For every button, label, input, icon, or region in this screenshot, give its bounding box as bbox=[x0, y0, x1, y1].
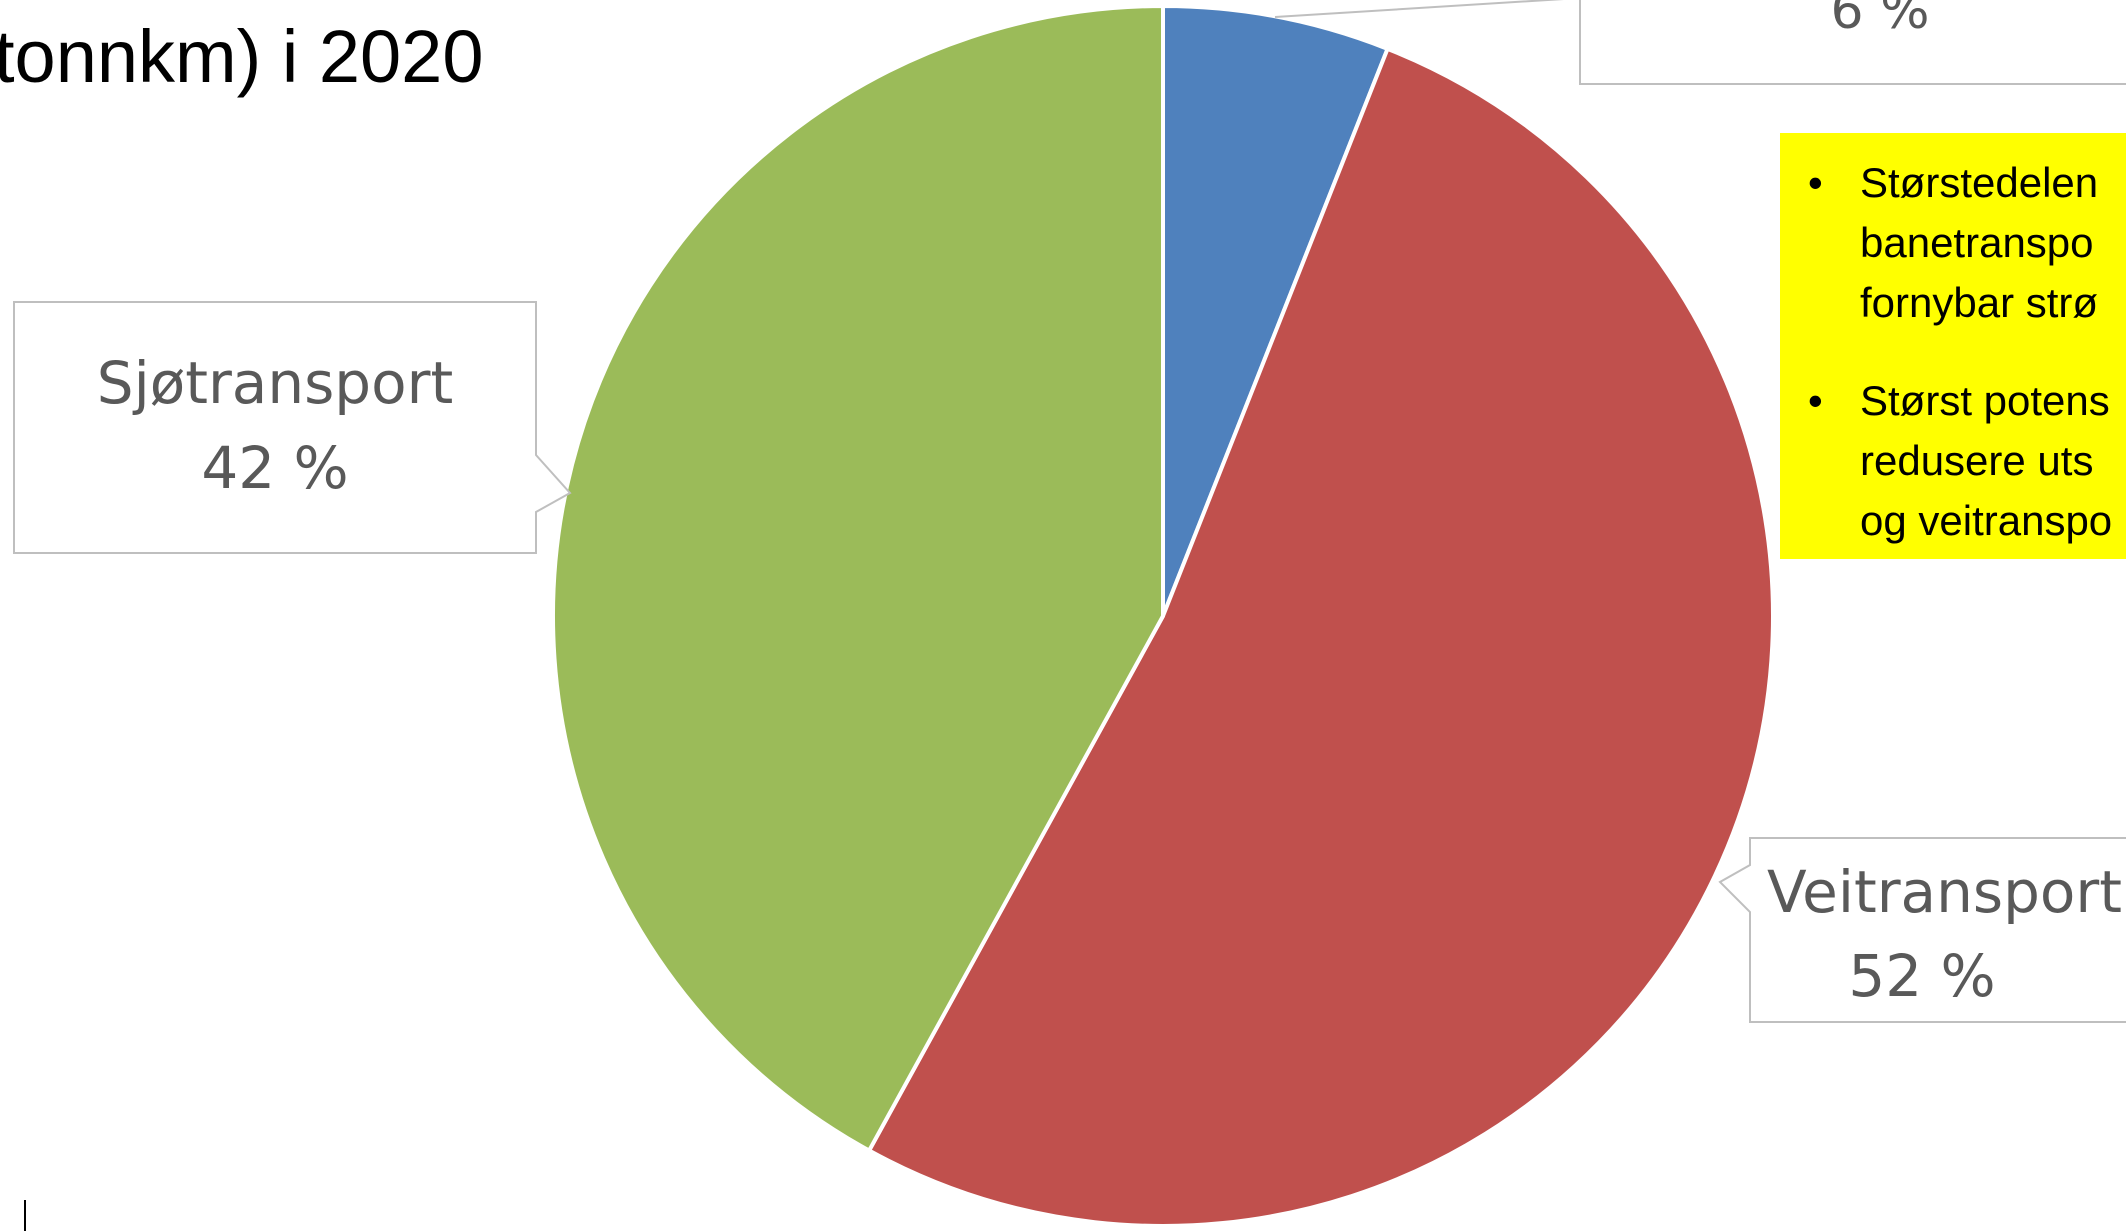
callout-box bbox=[13, 301, 572, 554]
bullet-dot: • bbox=[1808, 377, 1823, 424]
slice-name-label: Veitransport bbox=[1767, 858, 2122, 926]
divider bbox=[24, 1200, 26, 1231]
slice-percent-label: 42 % bbox=[201, 434, 348, 502]
pie-slice-veitransport bbox=[867, 46, 1775, 1228]
bullet-line: Størst potens bbox=[1860, 377, 2110, 424]
leader-line bbox=[1274, 0, 2126, 85]
slice-name-label: Sjøtransport bbox=[97, 349, 453, 417]
bullet-text: Størst potens redusere uts og veitranspo bbox=[1860, 371, 2126, 551]
bullet-line: banetranspo bbox=[1860, 219, 2094, 266]
bullet-dot: • bbox=[1808, 159, 1823, 206]
chart-title: tonnkm) i 2020 bbox=[0, 15, 484, 98]
callout-box bbox=[1718, 837, 2126, 1023]
slice-label-group-2: Veitransport 52 % bbox=[1718, 837, 2126, 1023]
bullet-text: Størstedelen banetranspo fornybar strø bbox=[1860, 153, 2126, 333]
bullet-line: redusere uts bbox=[1860, 437, 2094, 484]
slice-percent-label: 52 % bbox=[1848, 942, 1995, 1010]
highlight-note: • Størstedelen banetranspo fornybar strø • St… bbox=[1780, 133, 2126, 559]
pie-slice-sjøtransport bbox=[550, 4, 1165, 1153]
slice-label-group-1: 6 % bbox=[1274, 0, 2126, 85]
slice-percent-label: 6 % bbox=[1830, 0, 1929, 41]
bullet-line: og veitranspo bbox=[1860, 497, 2113, 544]
bullet-line: fornybar strø bbox=[1860, 279, 2099, 326]
slice-label-group-3: Sjøtransport 42 % bbox=[13, 301, 572, 554]
bullet-line: Størstedelen bbox=[1860, 159, 2099, 206]
